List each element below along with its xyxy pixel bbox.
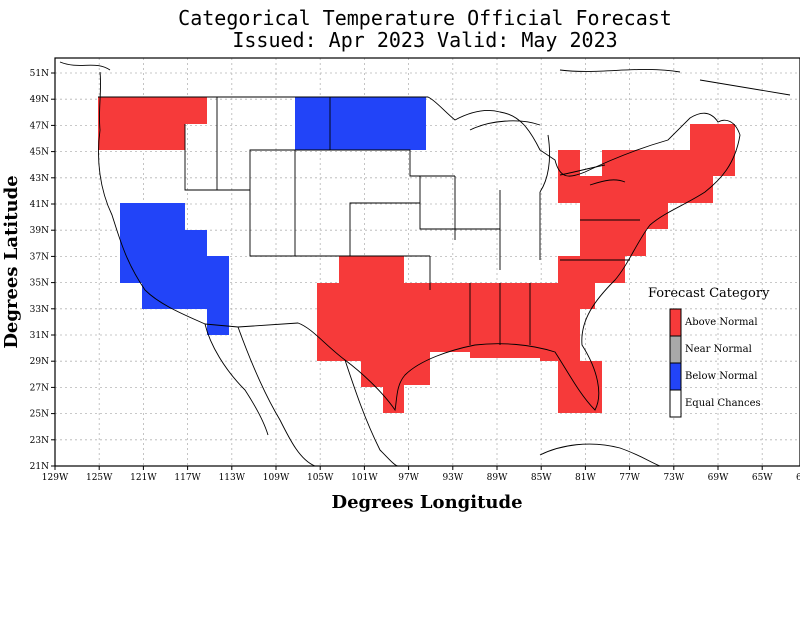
map-title-line1: Categorical Temperature Official Forecas…: [178, 6, 672, 30]
lon-tick-label: 81W: [575, 473, 596, 483]
baja: [204, 323, 269, 436]
longitude-ticks: 129W 125W 121W 117W 113W 109W 105W 101W 97W 93W 89…: [42, 466, 800, 483]
lat-tick-label: 21N: [30, 462, 49, 472]
latitude-ticks: 21N 23N 25N 27N 29N 31N 33N 35N 37N 39N 41N 43N 45N 4…: [30, 69, 55, 472]
legend-swatch-equal-chances: [669, 389, 682, 418]
canada-coast: [59, 61, 791, 96]
lon-tick-label: 65W: [752, 473, 773, 483]
lon-tick-label: 77W: [619, 473, 640, 483]
cuba: [539, 443, 661, 467]
great-lakes: [469, 120, 626, 193]
lon-tick-label: 85W: [531, 473, 552, 483]
above-normal-pacific-northwest: [98, 97, 207, 150]
lon-tick-label: 89W: [487, 473, 508, 483]
lon-tick-label: 69W: [708, 473, 729, 483]
lat-tick-label: 49N: [30, 95, 49, 105]
legend-label-above-normal: Above Normal: [684, 317, 758, 328]
legend-swatch-near-normal: [669, 335, 682, 364]
lat-tick-label: 33N: [30, 305, 49, 315]
lat-tick-label: 23N: [30, 436, 49, 446]
lon-tick-label: 125W: [86, 473, 113, 483]
lon-tick-label: 101W: [351, 473, 378, 483]
lat-tick-label: 27N: [30, 383, 49, 393]
below-normal-regions: [120, 97, 426, 335]
x-axis-label: Degrees Longitude: [331, 492, 522, 513]
lat-tick-label: 43N: [30, 174, 49, 184]
above-normal-northeast: [558, 124, 735, 256]
lon-tick-label: 93W: [442, 473, 463, 483]
legend-swatch-below-normal: [669, 362, 682, 391]
lat-tick-label: 35N: [30, 279, 49, 289]
map-title-line2: Issued: Apr 2023 Valid: May 2023: [232, 28, 618, 52]
below-normal-west: [120, 203, 229, 335]
legend: Forecast Category Above Normal Near Norma…: [648, 286, 770, 418]
below-normal-northern-plains: [295, 97, 426, 150]
above-normal-regions: [98, 97, 735, 413]
state-lines: [184, 97, 640, 345]
lat-tick-label: 29N: [30, 357, 49, 367]
legend-label-equal-chances: Equal Chances: [685, 398, 761, 409]
lat-tick-label: 51N: [30, 69, 49, 79]
plot-frame: [54, 57, 800, 467]
lat-tick-label: 31N: [30, 331, 49, 341]
lon-tick-label: 105W: [307, 473, 334, 483]
lon-tick-label: 97W: [398, 473, 419, 483]
lat-tick-label: 45N: [30, 148, 49, 158]
lon-tick-label: 113W: [219, 473, 246, 483]
lat-tick-label: 37N: [30, 252, 49, 262]
lat-tick-label: 39N: [30, 226, 49, 236]
legend-label-near-normal: Near Normal: [685, 344, 752, 355]
legend-label-below-normal: Below Normal: [685, 371, 757, 382]
lon-tick-label: 109W: [263, 473, 290, 483]
map-outlines: [59, 61, 791, 467]
y-axis-label: Degrees Latitude: [1, 175, 22, 348]
mexico-outline: [237, 326, 399, 467]
lat-tick-label: 47N: [30, 121, 49, 131]
lon-tick-label: 129W: [42, 473, 69, 483]
us-outline: [98, 71, 741, 412]
lat-tick-label: 41N: [30, 200, 49, 210]
lon-tick-label: 73W: [663, 473, 684, 483]
legend-swatch-above-normal: [669, 308, 682, 337]
above-normal-south: [317, 256, 625, 413]
lon-tick-label: 121W: [130, 473, 157, 483]
lat-tick-label: 25N: [30, 410, 49, 420]
lon-tick-label: 61W: [796, 473, 800, 483]
legend-title: Forecast Category: [648, 286, 770, 301]
lon-tick-label: 117W: [174, 473, 201, 483]
